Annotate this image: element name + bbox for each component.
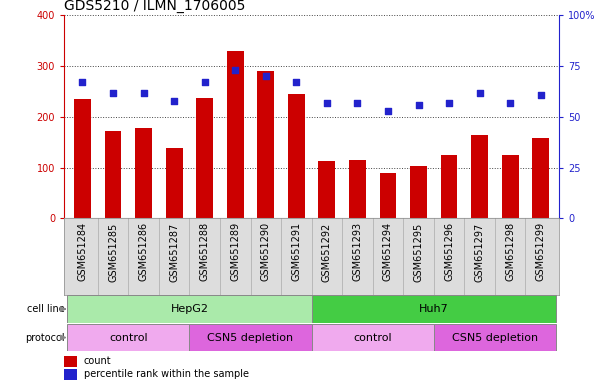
Point <box>230 67 240 73</box>
Text: GSM651292: GSM651292 <box>322 222 332 281</box>
Bar <box>257 71 274 218</box>
Bar <box>64 369 76 380</box>
Point <box>200 79 210 86</box>
Text: percentile rank within the sample: percentile rank within the sample <box>84 369 249 379</box>
Bar <box>349 160 366 218</box>
Bar <box>312 295 556 323</box>
Bar <box>74 99 91 218</box>
Text: GSM651296: GSM651296 <box>444 222 454 281</box>
Text: GSM651285: GSM651285 <box>108 222 118 281</box>
Point <box>383 108 393 114</box>
Point <box>139 89 148 96</box>
Point <box>505 99 515 106</box>
Text: cell line: cell line <box>27 304 65 314</box>
Bar <box>379 173 397 218</box>
Text: GSM651299: GSM651299 <box>536 222 546 281</box>
Bar <box>227 51 244 218</box>
Bar <box>166 148 183 218</box>
Point <box>108 89 118 96</box>
Text: protocol: protocol <box>25 333 65 343</box>
Text: GSM651286: GSM651286 <box>139 222 148 281</box>
Text: GSM651293: GSM651293 <box>353 222 362 281</box>
Bar <box>318 161 335 218</box>
Bar <box>64 356 76 367</box>
Text: CSN5 depletion: CSN5 depletion <box>208 333 293 343</box>
Point <box>475 89 485 96</box>
Text: GSM651298: GSM651298 <box>505 222 515 281</box>
Text: GSM651284: GSM651284 <box>78 222 87 281</box>
Bar <box>135 128 152 218</box>
Text: control: control <box>109 333 148 343</box>
Bar <box>434 324 556 351</box>
Text: control: control <box>353 333 392 343</box>
Point <box>78 79 87 86</box>
Point <box>536 91 546 98</box>
Bar <box>471 135 488 218</box>
Bar <box>410 166 427 218</box>
Text: GSM651291: GSM651291 <box>291 222 301 281</box>
Text: GSM651287: GSM651287 <box>169 222 179 281</box>
Point <box>169 98 179 104</box>
Text: GSM651290: GSM651290 <box>261 222 271 281</box>
Bar <box>441 155 458 218</box>
Bar <box>104 131 122 218</box>
Point <box>261 73 271 79</box>
Bar <box>502 154 519 218</box>
Point <box>414 102 423 108</box>
Text: Huh7: Huh7 <box>419 304 448 314</box>
Text: CSN5 depletion: CSN5 depletion <box>452 333 538 343</box>
Bar <box>196 98 213 218</box>
Bar <box>532 138 549 218</box>
Text: GSM651295: GSM651295 <box>414 222 423 281</box>
Text: GSM651294: GSM651294 <box>383 222 393 281</box>
Point <box>353 99 362 106</box>
Text: GSM651297: GSM651297 <box>475 222 485 281</box>
Bar <box>67 295 312 323</box>
Text: GSM651288: GSM651288 <box>200 222 210 281</box>
Bar <box>189 324 312 351</box>
Text: HepG2: HepG2 <box>170 304 208 314</box>
Bar <box>312 324 434 351</box>
Bar <box>288 94 305 218</box>
Point <box>444 99 454 106</box>
Point <box>291 79 301 86</box>
Text: GSM651289: GSM651289 <box>230 222 240 281</box>
Text: GDS5210 / ILMN_1706005: GDS5210 / ILMN_1706005 <box>64 0 246 13</box>
Bar <box>67 324 189 351</box>
Point <box>322 99 332 106</box>
Text: count: count <box>84 356 112 366</box>
